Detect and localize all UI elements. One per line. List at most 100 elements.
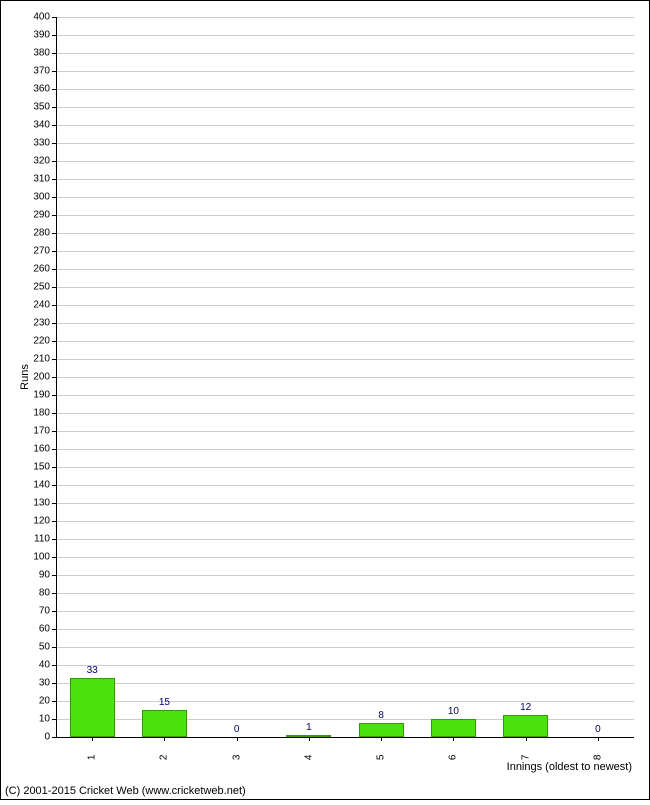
- gridline: [56, 215, 634, 216]
- gridline: [56, 359, 634, 360]
- gridline: [56, 17, 634, 18]
- gridline: [56, 161, 634, 162]
- x-tick-label: 6: [448, 755, 459, 805]
- y-tick-label: 70: [26, 606, 50, 617]
- bar: [503, 715, 548, 737]
- y-tick-mark: [52, 413, 56, 414]
- gridline: [56, 251, 634, 252]
- y-tick-mark: [52, 377, 56, 378]
- y-tick-label: 230: [26, 318, 50, 329]
- bar-value-label: 0: [234, 724, 240, 735]
- y-tick-label: 250: [26, 282, 50, 293]
- gridline: [56, 449, 634, 450]
- bar-value-label: 15: [159, 697, 170, 708]
- y-tick-mark: [52, 17, 56, 18]
- y-tick-mark: [52, 593, 56, 594]
- gridline: [56, 287, 634, 288]
- gridline: [56, 413, 634, 414]
- y-tick-label: 40: [26, 660, 50, 671]
- y-tick-label: 270: [26, 246, 50, 257]
- y-tick-label: 90: [26, 570, 50, 581]
- y-tick-label: 180: [26, 408, 50, 419]
- y-tick-label: 50: [26, 642, 50, 653]
- x-tick-mark: [598, 737, 599, 741]
- gridline: [56, 647, 634, 648]
- y-tick-label: 30: [26, 678, 50, 689]
- y-tick-mark: [52, 35, 56, 36]
- gridline: [56, 341, 634, 342]
- y-tick-label: 370: [26, 66, 50, 77]
- y-tick-mark: [52, 323, 56, 324]
- y-tick-label: 400: [26, 12, 50, 23]
- gridline: [56, 143, 634, 144]
- x-tick-label: 1: [87, 755, 98, 805]
- y-tick-label: 130: [26, 498, 50, 509]
- y-tick-mark: [52, 395, 56, 396]
- y-tick-label: 380: [26, 48, 50, 59]
- y-tick-mark: [52, 197, 56, 198]
- y-tick-mark: [52, 359, 56, 360]
- x-tick-label: 7: [520, 755, 531, 805]
- x-tick-label: 3: [231, 755, 242, 805]
- bar-value-label: 12: [520, 702, 531, 713]
- gridline: [56, 377, 634, 378]
- bar: [359, 723, 404, 737]
- gridline: [56, 89, 634, 90]
- y-tick-mark: [52, 161, 56, 162]
- y-tick-label: 390: [26, 30, 50, 41]
- y-tick-mark: [52, 665, 56, 666]
- y-tick-label: 210: [26, 354, 50, 365]
- y-tick-mark: [52, 269, 56, 270]
- x-tick-mark: [453, 737, 454, 741]
- gridline: [56, 323, 634, 324]
- gridline: [56, 395, 634, 396]
- y-tick-label: 10: [26, 714, 50, 725]
- gridline: [56, 35, 634, 36]
- y-tick-label: 170: [26, 426, 50, 437]
- x-tick-mark: [526, 737, 527, 741]
- y-tick-label: 360: [26, 84, 50, 95]
- gridline: [56, 269, 634, 270]
- y-tick-mark: [52, 125, 56, 126]
- x-tick-label: 4: [303, 755, 314, 805]
- gridline: [56, 557, 634, 558]
- y-tick-label: 320: [26, 156, 50, 167]
- y-tick-mark: [52, 521, 56, 522]
- y-axis-line: [56, 17, 57, 737]
- y-tick-mark: [52, 467, 56, 468]
- y-tick-mark: [52, 449, 56, 450]
- y-tick-label: 330: [26, 138, 50, 149]
- footer-copyright: (C) 2001-2015 Cricket Web (www.cricketwe…: [5, 785, 246, 797]
- plot-area: 331501810120: [56, 17, 634, 737]
- y-tick-mark: [52, 611, 56, 612]
- y-tick-label: 260: [26, 264, 50, 275]
- bar-value-label: 0: [595, 724, 601, 735]
- gridline: [56, 611, 634, 612]
- gridline: [56, 629, 634, 630]
- gridline: [56, 431, 634, 432]
- bar-value-label: 1: [306, 722, 312, 733]
- y-tick-mark: [52, 503, 56, 504]
- y-tick-mark: [52, 341, 56, 342]
- y-tick-label: 240: [26, 300, 50, 311]
- gridline: [56, 467, 634, 468]
- x-tick-label: 8: [592, 755, 603, 805]
- gridline: [56, 503, 634, 504]
- y-tick-mark: [52, 143, 56, 144]
- y-tick-label: 350: [26, 102, 50, 113]
- gridline: [56, 53, 634, 54]
- gridline: [56, 233, 634, 234]
- gridline: [56, 701, 634, 702]
- y-tick-mark: [52, 683, 56, 684]
- y-tick-mark: [52, 557, 56, 558]
- x-tick-mark: [381, 737, 382, 741]
- y-tick-label: 340: [26, 120, 50, 131]
- gridline: [56, 683, 634, 684]
- x-tick-label: 5: [376, 755, 387, 805]
- x-tick-label: 2: [159, 755, 170, 805]
- y-tick-mark: [52, 305, 56, 306]
- y-tick-label: 200: [26, 372, 50, 383]
- gridline: [56, 179, 634, 180]
- x-axis-line: [56, 737, 634, 738]
- y-tick-mark: [52, 431, 56, 432]
